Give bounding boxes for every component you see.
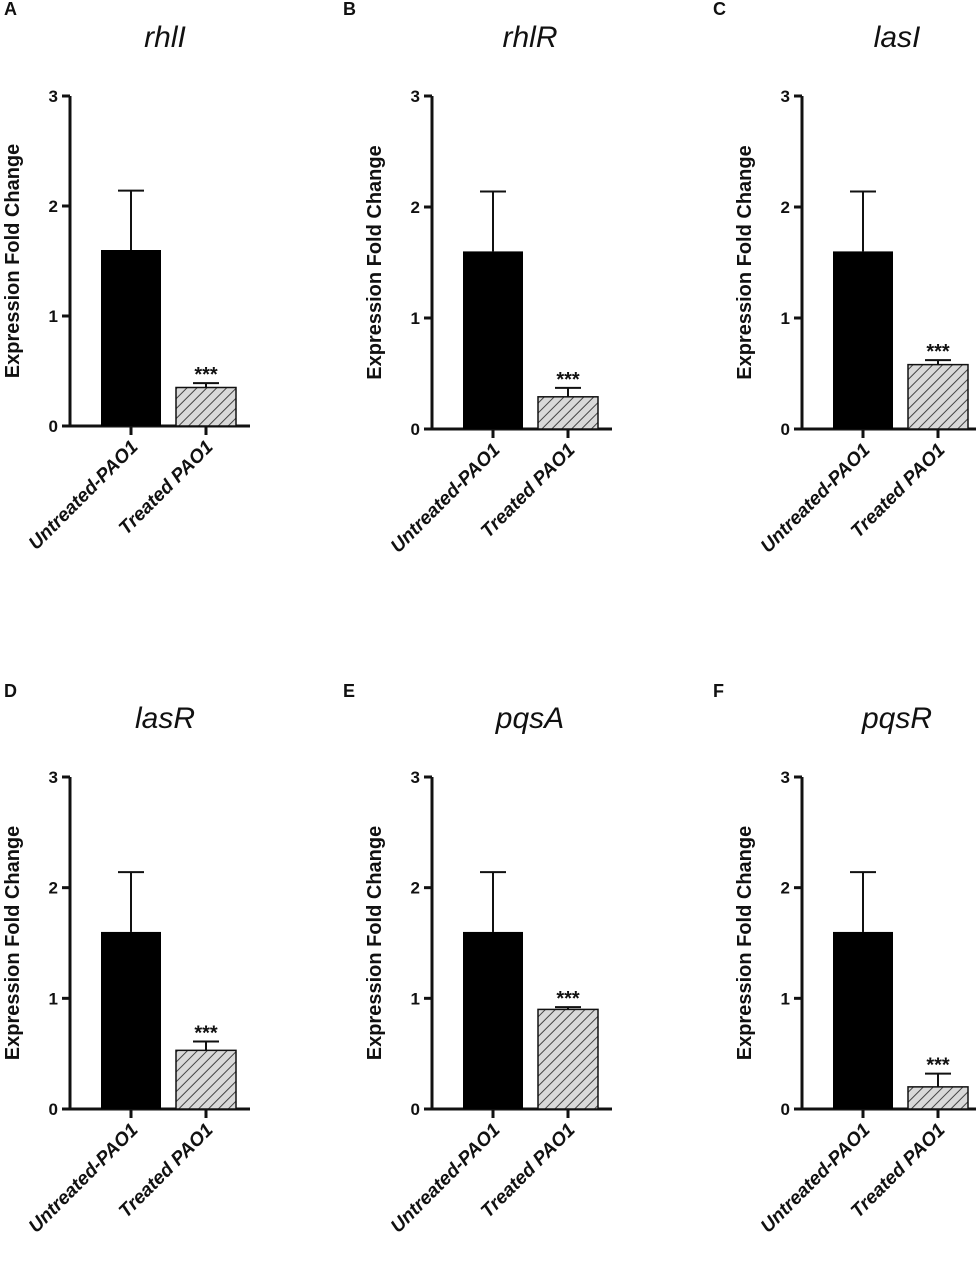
panel-letter: B — [343, 0, 356, 19]
chart-title: lasI — [874, 21, 921, 54]
panel-letter: F — [713, 681, 724, 701]
y-axis-label: Expression Fold Change — [364, 145, 386, 379]
y-axis-label: Expression Fold Change — [2, 144, 24, 378]
y-tick-label: 0 — [781, 420, 790, 439]
y-tick-label: 2 — [781, 198, 790, 217]
bar-treated — [537, 396, 599, 430]
significance-label: *** — [194, 364, 218, 386]
y-tick-label: 3 — [49, 768, 58, 787]
y-axis-label: Expression Fold Change — [734, 145, 756, 379]
bar-untreated — [833, 931, 893, 1109]
chart-title: lasR — [135, 702, 195, 735]
chart-title: rhlR — [502, 21, 557, 54]
significance-label: *** — [194, 1022, 218, 1044]
y-tick-label: 1 — [781, 989, 790, 1008]
bar-treated — [537, 1008, 599, 1110]
y-tick-label: 1 — [49, 307, 58, 326]
bar-untreated — [463, 251, 523, 429]
panel-letter: C — [713, 0, 726, 19]
panel-letter: A — [4, 0, 17, 19]
x-category-label: Untreated-PAO1 — [25, 437, 143, 555]
bar-treated — [175, 1049, 237, 1110]
y-tick-label: 0 — [781, 1100, 790, 1119]
significance-label: *** — [556, 988, 580, 1010]
y-tick-label: 0 — [49, 1100, 58, 1119]
y-tick-label: 1 — [49, 989, 58, 1008]
y-tick-label: 3 — [411, 87, 420, 106]
x-category-label: Untreated-PAO1 — [25, 1120, 143, 1238]
y-tick-label: 3 — [781, 768, 790, 787]
y-tick-label: 3 — [781, 87, 790, 106]
significance-label: *** — [926, 1055, 950, 1077]
x-category-label: Untreated-PAO1 — [387, 440, 505, 558]
x-category-label: Untreated-PAO1 — [757, 440, 875, 558]
y-axis-label: Expression Fold Change — [364, 826, 386, 1060]
y-tick-label: 2 — [781, 879, 790, 898]
y-axis-label: Expression Fold Change — [734, 826, 756, 1060]
y-tick-label: 2 — [411, 198, 420, 217]
y-tick-label: 1 — [781, 309, 790, 328]
y-tick-label: 0 — [49, 417, 58, 436]
y-tick-label: 1 — [411, 989, 420, 1008]
chart-title: pqsR — [861, 702, 932, 735]
y-tick-label: 0 — [411, 420, 420, 439]
bar-untreated — [833, 251, 893, 429]
x-category-label: Untreated-PAO1 — [387, 1120, 505, 1238]
y-tick-label: 3 — [411, 768, 420, 787]
y-tick-label: 2 — [49, 197, 58, 216]
significance-label: *** — [556, 369, 580, 391]
chart-title: pqsA — [495, 702, 564, 735]
y-tick-label: 3 — [49, 87, 58, 106]
y-tick-label: 0 — [411, 1100, 420, 1119]
y-tick-label: 2 — [411, 879, 420, 898]
panel-letter: E — [343, 681, 355, 701]
panel-letter: D — [4, 681, 17, 701]
chart-title: rhlI — [144, 21, 186, 54]
bar-treated — [907, 1086, 969, 1110]
bar-treated — [175, 386, 237, 427]
x-category-label: Untreated-PAO1 — [757, 1120, 875, 1238]
y-axis-label: Expression Fold Change — [2, 826, 24, 1060]
bar-untreated — [101, 931, 161, 1109]
bar-untreated — [463, 931, 523, 1109]
bar-untreated — [101, 250, 161, 426]
y-tick-label: 1 — [411, 309, 420, 328]
bar-treated — [907, 363, 969, 430]
significance-label: *** — [926, 341, 950, 363]
y-tick-label: 2 — [49, 879, 58, 898]
